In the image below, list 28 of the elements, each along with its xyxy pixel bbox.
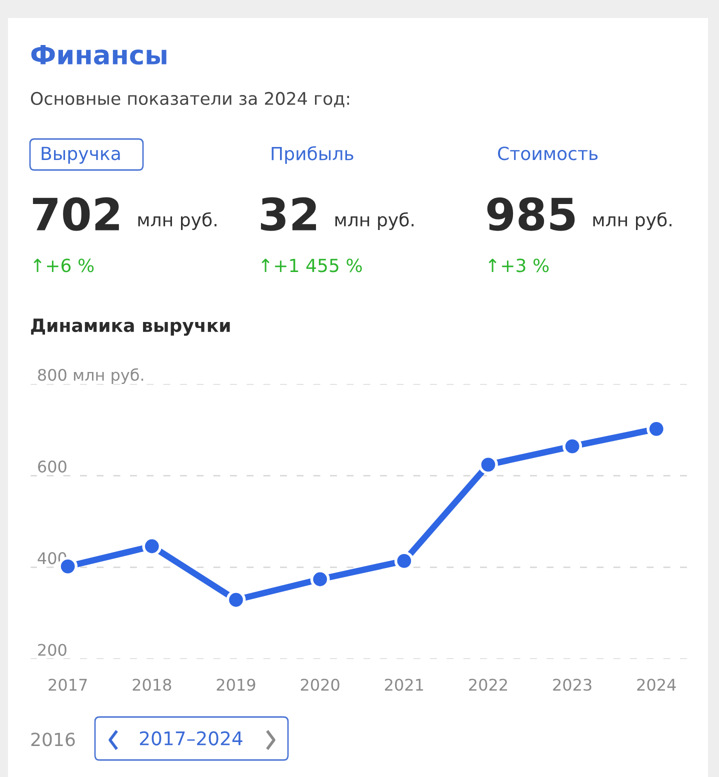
x-tick-label: 2017 xyxy=(48,678,87,691)
text: ↑+1 455 % xyxy=(262,258,362,272)
text: 702 xyxy=(32,197,119,231)
x-tick-label: 2024 xyxy=(637,678,676,691)
text: 2016 xyxy=(31,732,75,746)
text: Стоимость xyxy=(498,146,598,160)
x-tick-label: 2018 xyxy=(132,678,172,691)
text: млн руб. xyxy=(593,212,672,230)
text: 32 xyxy=(260,197,316,231)
x-tick-label: 2020 xyxy=(300,678,340,691)
text: млн руб. xyxy=(138,212,216,230)
y-tick-label: 800 млн руб. xyxy=(38,368,144,384)
x-tick-label: 2021 xyxy=(384,678,423,691)
x-tick-label: 2019 xyxy=(216,678,256,691)
text: Выручка xyxy=(42,146,120,164)
text: Прибыль xyxy=(272,146,354,164)
text: 985 xyxy=(487,197,575,231)
x-tick-label: 2023 xyxy=(553,678,592,691)
text: ↑+6 % xyxy=(34,258,94,272)
x-tick-label: 2022 xyxy=(469,678,507,691)
text: Финансы xyxy=(31,45,166,65)
chart-title: Динамика выручки xyxy=(31,318,230,336)
text: Основные показатели за 2024 год: xyxy=(30,92,349,108)
y-tick-label: 600 xyxy=(38,460,66,473)
text: ↑+3 % xyxy=(488,258,549,272)
text: 2017–2024 xyxy=(140,731,242,746)
y-tick-label: 200 xyxy=(38,644,66,656)
text: млн руб. xyxy=(335,212,414,230)
